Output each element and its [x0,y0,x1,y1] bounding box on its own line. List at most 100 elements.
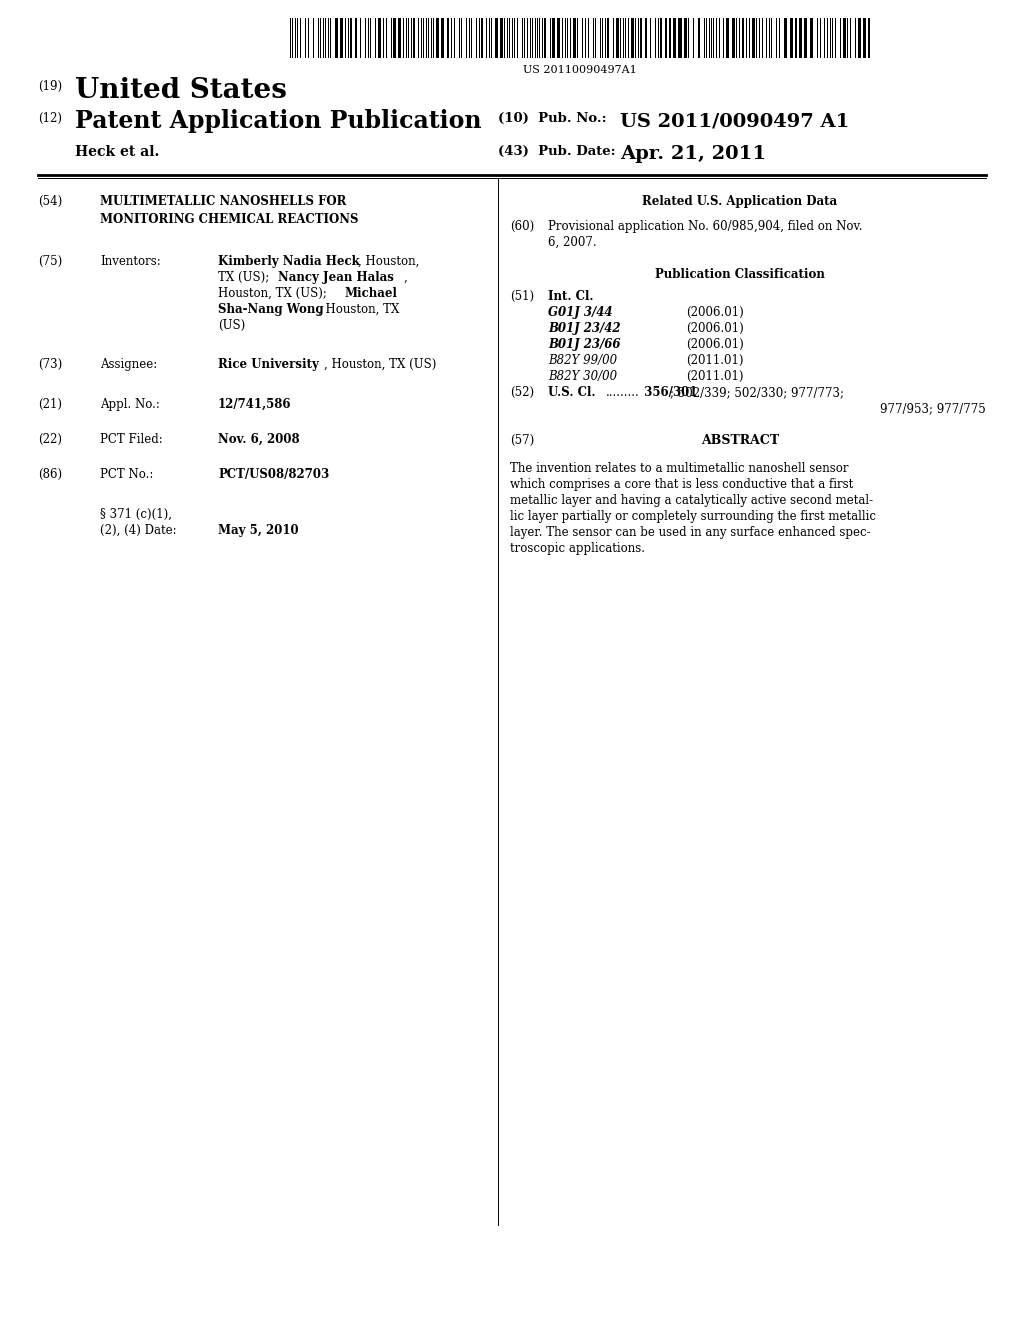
Bar [354,18,355,58]
Bar [527,18,528,58]
Bar [411,18,412,58]
Text: (2011.01): (2011.01) [686,370,743,383]
Bar [573,18,574,58]
Bar [380,18,381,58]
Bar [844,18,845,58]
Text: (52): (52) [510,385,535,399]
Bar [290,18,291,58]
Text: May 5, 2010: May 5, 2010 [218,524,299,537]
Bar [328,18,330,58]
Text: 977/953; 977/775: 977/953; 977/775 [881,403,986,414]
Text: B01J 23/42: B01J 23/42 [548,322,621,335]
Text: (2006.01): (2006.01) [686,322,743,335]
Bar [623,18,625,58]
Bar [692,18,694,58]
Bar [719,18,720,58]
Bar [817,18,818,58]
Bar [504,18,505,58]
Text: , Houston, TX: , Houston, TX [318,304,399,315]
Text: Patent Application Publication: Patent Application Publication [75,110,481,133]
Bar [711,18,712,58]
Bar [469,18,470,58]
Bar [705,18,706,58]
Bar [402,18,403,58]
Bar [507,18,508,58]
Bar [349,18,351,58]
Bar [300,18,301,58]
Bar [318,18,319,58]
Bar [415,18,416,58]
Bar [558,18,560,58]
Bar [785,18,786,58]
Bar [588,18,590,58]
Bar [530,18,531,58]
Text: lic layer partially or completely surrounding the first metallic: lic layer partially or completely surrou… [510,510,876,523]
Text: B01J 23/66: B01J 23/66 [548,338,621,351]
Text: (12): (12) [38,112,62,125]
Bar [517,18,518,58]
Bar [459,18,460,58]
Bar [345,18,346,58]
Bar [633,18,634,58]
Bar [754,18,755,58]
Bar [618,18,620,58]
Text: US 20110090497A1: US 20110090497A1 [523,65,637,75]
Bar [501,18,502,58]
Bar [557,18,558,58]
Text: (2006.01): (2006.01) [686,306,743,319]
Text: Houston, TX (US);: Houston, TX (US); [218,286,331,300]
Bar [732,18,733,58]
Text: (22): (22) [38,433,62,446]
Bar [601,18,603,58]
Bar [736,18,737,58]
Bar [428,18,429,58]
Bar [840,18,842,58]
Bar [749,18,751,58]
Bar [393,18,394,58]
Bar [406,18,408,58]
Bar [539,18,540,58]
Bar [475,18,477,58]
Bar [335,18,336,58]
Text: B82Y 99/00: B82Y 99/00 [548,354,617,367]
Bar [699,18,700,58]
Bar [632,18,633,58]
Bar [850,18,851,58]
Bar [454,18,456,58]
Text: Nov. 6, 2008: Nov. 6, 2008 [218,433,300,446]
Bar [783,18,785,58]
Bar [753,18,754,58]
Bar [426,18,427,58]
Text: (19): (19) [38,81,62,92]
Bar [566,18,568,58]
Bar [466,18,467,58]
Bar [845,18,846,58]
Bar [512,18,513,58]
Bar [830,18,831,58]
Bar [801,18,802,58]
Bar [667,18,668,58]
Bar [348,18,349,58]
Bar [791,18,792,58]
Text: (86): (86) [38,469,62,480]
Text: (43)  Pub. Date:: (43) Pub. Date: [498,145,615,158]
Bar [726,18,727,58]
Bar [514,18,515,58]
Bar [340,18,341,58]
Text: ,: , [404,271,408,284]
Bar [351,18,352,58]
Bar [325,18,326,58]
Bar [710,18,711,58]
Bar [497,18,499,58]
Bar [863,18,864,58]
Bar [375,18,376,58]
Bar [431,18,432,58]
Bar [488,18,490,58]
Bar [440,18,442,58]
Bar [490,18,492,58]
Bar [297,18,298,58]
Bar [585,18,586,58]
Text: Related U.S. Application Data: Related U.S. Application Data [642,195,838,209]
Bar [378,18,379,58]
Text: MONITORING CHEMICAL REACTIONS: MONITORING CHEMICAL REACTIONS [100,213,358,226]
